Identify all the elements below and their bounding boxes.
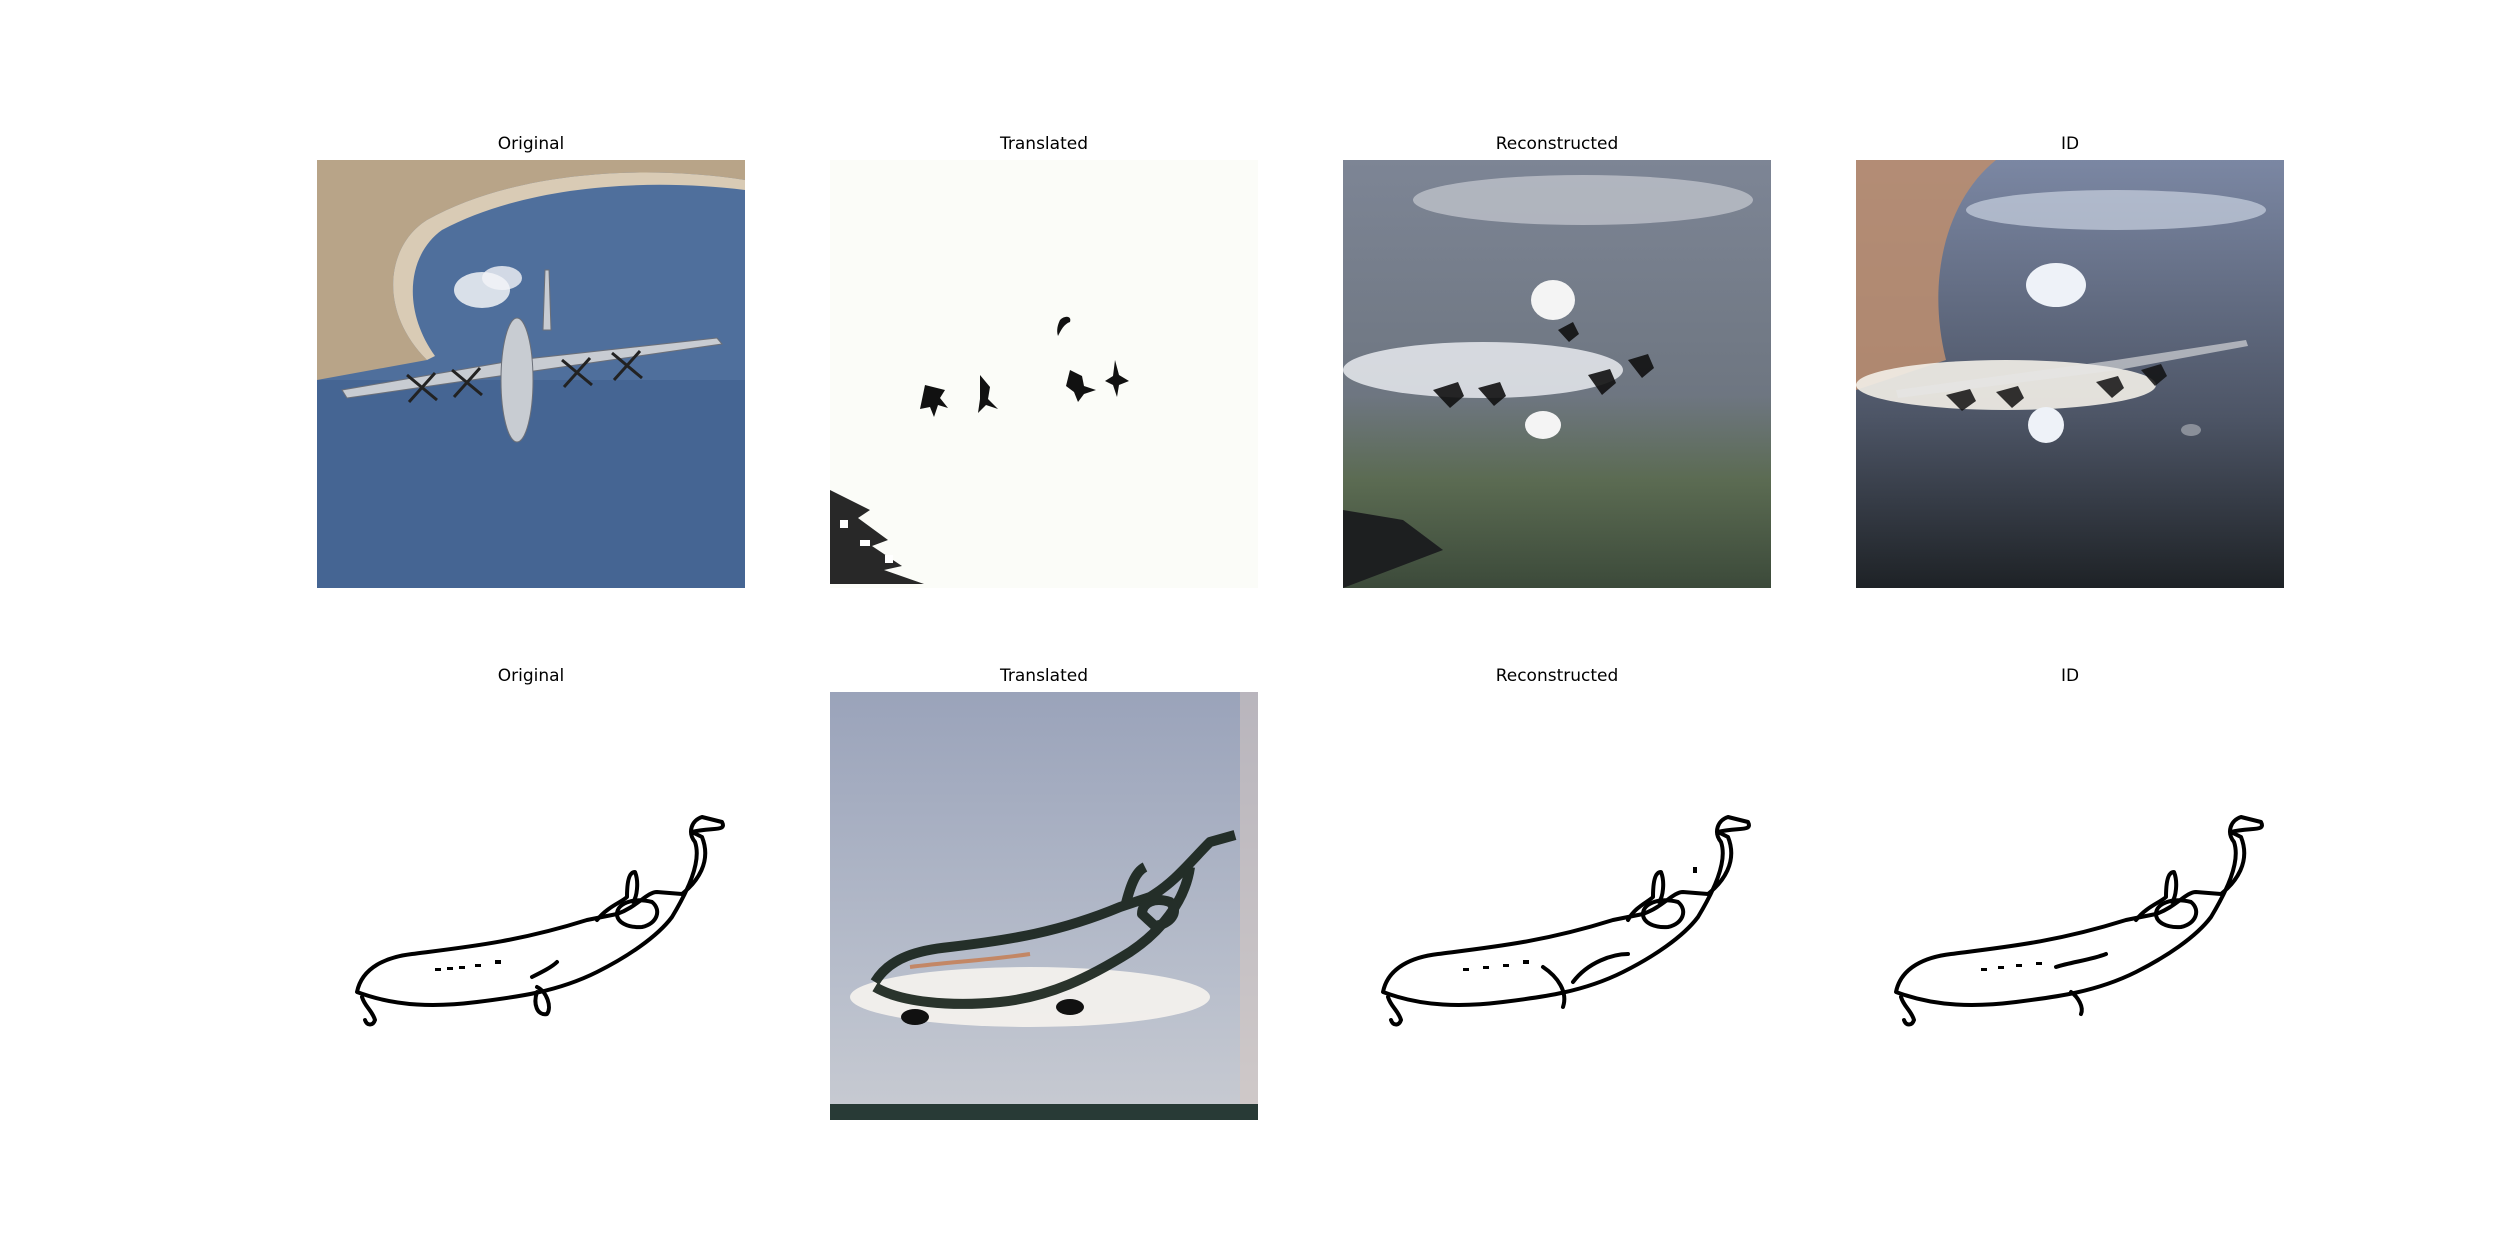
airplane-sketch-image xyxy=(317,692,745,1120)
reconstructed-photo-image xyxy=(1343,160,1771,588)
identity-sketch-image xyxy=(1856,692,2284,1120)
panel-title: Reconstructed xyxy=(1495,666,1619,686)
row1-reconstructed-panel: Reconstructed xyxy=(1343,134,1771,588)
row2-id-panel: ID xyxy=(1856,666,2284,1120)
aerial-plane-photo xyxy=(317,160,745,588)
identity-photo-image xyxy=(1856,160,2284,588)
panel-title: Original xyxy=(497,666,565,686)
translated-photo-image xyxy=(830,692,1258,1120)
row1-translated-panel: Translated xyxy=(830,134,1258,588)
row2-original-panel: Original xyxy=(317,666,745,1120)
row2-translated-panel: Translated xyxy=(830,666,1258,1120)
translated-sketch-image xyxy=(830,160,1258,588)
panel-title: ID xyxy=(2060,134,2080,154)
panel-title: Translated xyxy=(1000,666,1088,686)
row1-original-panel: Original xyxy=(317,134,745,588)
panel-title: Reconstructed xyxy=(1495,134,1619,154)
reconstructed-sketch-image xyxy=(1343,692,1771,1120)
panel-title: ID xyxy=(2060,666,2080,686)
row1-id-panel: ID xyxy=(1856,134,2284,588)
row2-reconstructed-panel: Reconstructed xyxy=(1343,666,1771,1120)
panel-title: Translated xyxy=(1000,134,1088,154)
panel-title: Original xyxy=(497,134,565,154)
